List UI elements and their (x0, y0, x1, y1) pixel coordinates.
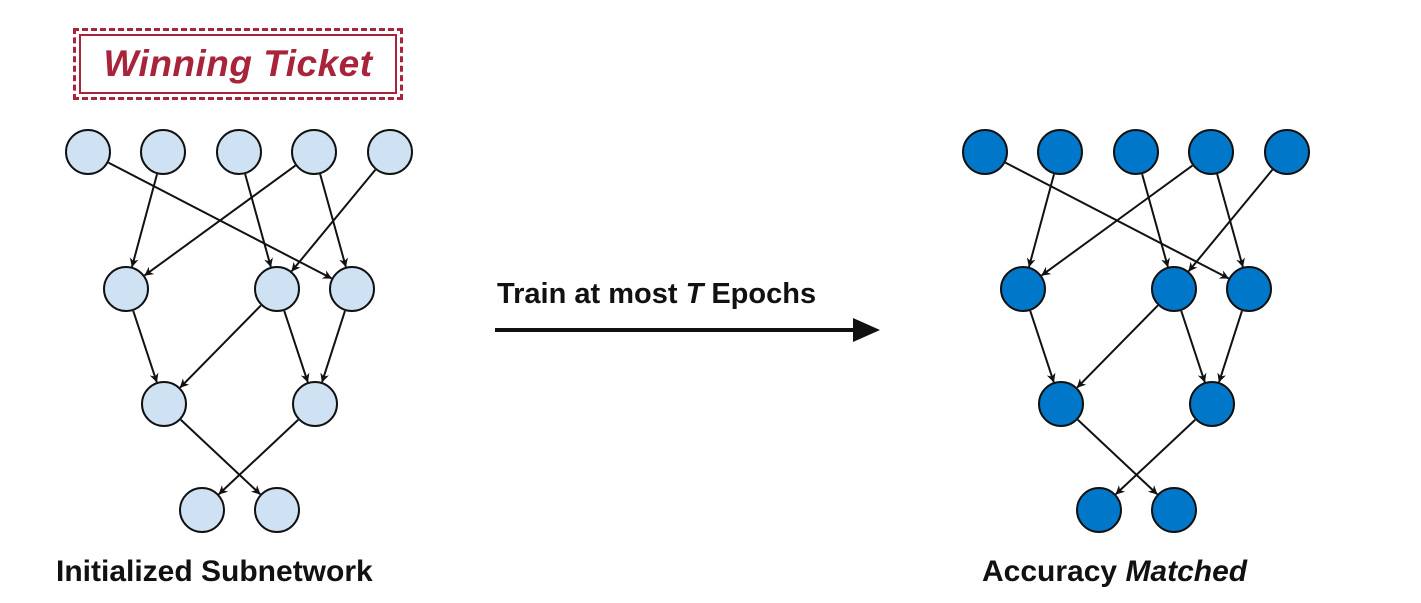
arrow-label-prefix: Train at most (497, 278, 678, 310)
left-network-edges (107, 161, 377, 495)
left-caption: Initialized Subnetwork (56, 555, 373, 588)
right-node-layer3-2 (1189, 381, 1235, 427)
left-node-layer3-1 (141, 381, 187, 427)
left-node-layer1-3 (216, 129, 262, 175)
left-node-layer2-3 (329, 266, 375, 312)
right-node-layer4-1 (1076, 487, 1122, 533)
winning-ticket-label: Winning Ticket (103, 43, 373, 84)
right-edge (1217, 310, 1243, 383)
left-edge (179, 304, 262, 389)
right-caption-prefix: Accuracy (982, 555, 1118, 588)
right-network-nodes (962, 129, 1310, 533)
left-edge (180, 419, 261, 495)
left-network-nodes (65, 129, 413, 533)
right-node-layer2-1 (1000, 266, 1046, 312)
left-edge (290, 169, 377, 272)
left-node-layer2-1 (103, 266, 149, 312)
left-edge (143, 164, 297, 277)
right-edge (1180, 310, 1207, 383)
right-node-layer2-2 (1151, 266, 1197, 312)
left-node-layer1-1 (65, 129, 111, 175)
left-edge (244, 173, 273, 268)
right-edge (1076, 304, 1159, 389)
left-node-layer4-2 (254, 487, 300, 533)
winning-ticket-stamp: Winning Ticket (73, 28, 403, 100)
train-arrow-label: Train at most T Epochs (497, 278, 816, 311)
arrow-label-suffix: Epochs (711, 278, 817, 310)
right-caption-emphasis: Matched (1125, 555, 1248, 588)
right-node-layer1-2 (1037, 129, 1083, 175)
right-node-layer1-1 (962, 129, 1008, 175)
left-node-layer1-2 (140, 129, 186, 175)
train-arrow (495, 318, 880, 342)
left-node-layer1-4 (291, 129, 337, 175)
right-node-layer1-5 (1264, 129, 1310, 175)
left-node-layer4-1 (179, 487, 225, 533)
right-edge (1077, 419, 1158, 495)
arrow-label-variable: T (685, 278, 704, 310)
left-edge (129, 173, 158, 268)
right-node-layer2-3 (1226, 266, 1272, 312)
left-node-layer3-2 (292, 381, 338, 427)
right-node-layer1-3 (1113, 129, 1159, 175)
right-edge (1026, 173, 1055, 268)
left-edge (320, 310, 346, 383)
right-edge (1187, 169, 1274, 272)
right-caption: Accuracy Matched (982, 555, 1247, 589)
right-node-layer3-1 (1038, 381, 1084, 427)
right-network-edges (1004, 161, 1274, 495)
right-node-layer1-4 (1188, 129, 1234, 175)
left-edge (283, 310, 310, 383)
left-edge (218, 419, 299, 495)
left-node-layer1-5 (367, 129, 413, 175)
right-edge (1029, 310, 1056, 383)
left-node-layer2-2 (254, 266, 300, 312)
right-edge (1141, 173, 1170, 268)
train-arrow-head (853, 318, 880, 342)
left-edge (132, 310, 159, 383)
right-edge (1040, 164, 1194, 277)
right-edge (1115, 419, 1196, 495)
right-node-layer4-2 (1151, 487, 1197, 533)
